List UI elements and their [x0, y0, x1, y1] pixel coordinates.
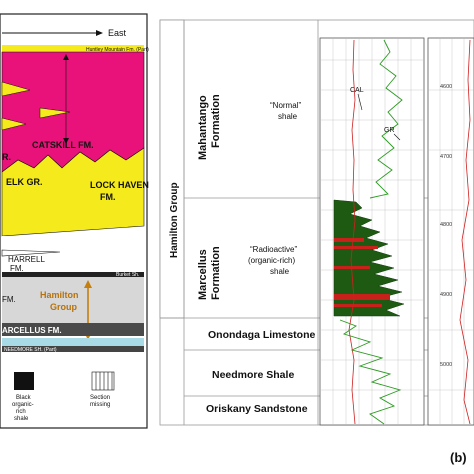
lock-haven-formation	[1, 147, 145, 237]
svg-text:5000: 5000	[440, 362, 452, 368]
unit-onondaga: Onondaga Limestone	[208, 329, 316, 341]
harrell-label: HARRELL	[8, 255, 45, 264]
svg-text:shale: shale	[14, 416, 29, 422]
east-arrow: East	[2, 28, 127, 38]
svg-text:4800: 4800	[440, 222, 452, 228]
svg-text:4900: 4900	[440, 292, 452, 298]
svg-text:shale: shale	[270, 267, 290, 276]
unit-marcellus: Marcellus Formation “Radioactive” (organ…	[197, 245, 297, 300]
hamilton-label-2: Group	[50, 302, 77, 312]
lock-haven-label: LOCK HAVEN	[90, 180, 149, 190]
unit-needmore: Needmore Shale	[212, 369, 294, 381]
gr-cal-log-track: CAL GR	[319, 37, 425, 426]
svg-text:“Normal”: “Normal”	[270, 101, 301, 110]
catskill-formation	[1, 51, 145, 173]
marcellus-label: ARCELLUS FM.	[2, 326, 62, 335]
legend-hatched-swatch	[91, 371, 115, 391]
harrell-fm-label: FM.	[10, 264, 24, 273]
unit-mahantango: Mahantango Formation “Normal” shale	[197, 94, 301, 160]
svg-text:missing: missing	[90, 402, 110, 408]
unit-oriskany: Oriskany Sandstone	[206, 403, 308, 415]
svg-text:“Radioactive”: “Radioactive”	[250, 245, 297, 254]
cal-label: CAL	[350, 87, 364, 94]
east-label: East	[108, 28, 127, 38]
lock-haven-fm-label: FM.	[100, 192, 116, 202]
legend-black-swatch	[14, 372, 34, 390]
svg-text:rich: rich	[16, 409, 26, 415]
marcellus-bar	[2, 323, 144, 336]
well-log-panel-b: Hamilton Group Mahantango Formation “Nor…	[159, 19, 474, 465]
svg-text:4700: 4700	[440, 154, 452, 160]
huntley-mountain-label: Huntley Mountain Fm. (Part)	[86, 47, 149, 53]
burket-shale-bar	[2, 272, 144, 277]
svg-text:Formation: Formation	[210, 94, 222, 148]
needmore-label: NEEDMORE SH. (Part)	[4, 347, 57, 353]
svg-text:Black: Black	[16, 395, 32, 401]
elk-partial-label: R.	[2, 152, 11, 162]
panel-b-label: (b)	[450, 450, 467, 465]
svg-text:(organic-rich): (organic-rich)	[248, 256, 295, 265]
svg-text:4600: 4600	[440, 84, 452, 90]
elk-group-label: ELK GR.	[6, 177, 43, 187]
gr-label: GR	[384, 127, 395, 134]
hamilton-label-1: Hamilton	[40, 290, 79, 300]
huntley-mountain-bar	[2, 45, 144, 52]
svg-text:Section: Section	[90, 395, 110, 401]
legend: Black organic- rich shale Section missin…	[12, 371, 115, 422]
needmore-bar	[2, 338, 144, 346]
hamilton-group-label: Hamilton Group	[169, 182, 180, 258]
svg-text:organic-: organic-	[12, 402, 34, 408]
catskill-label: CATSKILL FM.	[32, 140, 94, 150]
second-log-track: 4600 4700 4800 4900 5000	[427, 37, 474, 426]
burket-label: Burket Sh.	[116, 272, 139, 278]
fm-partial-label: FM.	[2, 295, 16, 304]
svg-text:Formation: Formation	[210, 246, 222, 300]
svg-text:Marcellus: Marcellus	[197, 249, 209, 300]
svg-text:shale: shale	[278, 112, 298, 121]
svg-text:Mahantango: Mahantango	[197, 95, 209, 160]
cross-section-panel-a: East Huntley Mountain Fm. (Part) CATSKIL…	[0, 13, 149, 429]
hamilton-body	[2, 277, 144, 323]
